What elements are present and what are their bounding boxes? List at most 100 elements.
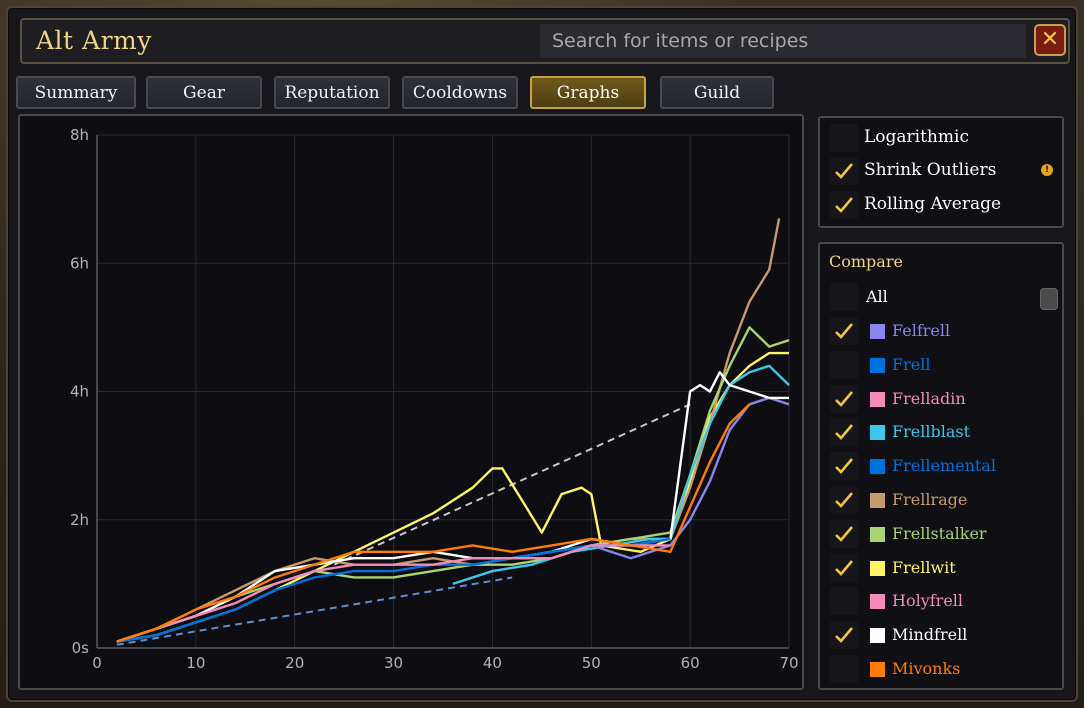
compare-alt-mindfrell[interactable]: Mindfrell: [830, 621, 1060, 651]
check-icon: [835, 458, 853, 475]
compare-panel: Compare All Felfrell Frell Frelladin Frellb…: [818, 242, 1064, 690]
color-swatch: [870, 425, 885, 441]
option-label: Rolling Average: [864, 194, 1002, 214]
tab-reputation[interactable]: Reputation: [274, 76, 390, 109]
options-panel: Logarithmic Shrink Outliers ! Rolling Av…: [818, 116, 1064, 228]
check-icon: [835, 559, 853, 576]
x-tick-label: 60: [681, 654, 700, 672]
option-label: Shrink Outliers: [864, 160, 997, 180]
alt-checkbox[interactable]: [830, 655, 858, 683]
series-line-frellstalker: [116, 326, 790, 643]
series-line-frellrage: [116, 218, 781, 643]
compare-alt-holyfrell[interactable]: Holyfrell: [830, 587, 1060, 617]
x-tick-label: 10: [186, 654, 205, 672]
series-line-mindfrell: [116, 371, 789, 643]
series-line-frelladin: [116, 544, 671, 643]
color-swatch: [870, 459, 885, 475]
tab-summary[interactable]: Summary: [16, 76, 136, 109]
tab-gear[interactable]: Gear: [146, 76, 262, 109]
check-icon: [835, 424, 853, 441]
rolling-average-checkbox[interactable]: [830, 191, 858, 219]
color-swatch: [870, 628, 885, 644]
series-line-frellemental: [116, 537, 671, 643]
x-tick-label: 30: [384, 654, 403, 672]
color-swatch: [870, 493, 885, 508]
color-swatch: [870, 526, 885, 542]
compare-alt-felfrell[interactable]: Felfrell: [830, 317, 1060, 347]
alt-checkbox[interactable]: [830, 317, 858, 345]
x-tick-label: 70: [779, 654, 798, 672]
color-swatch: [870, 357, 885, 373]
compare-alt-frellstalker[interactable]: Frellstalker: [830, 519, 1060, 550]
alt-checkbox[interactable]: [830, 486, 858, 514]
check-icon: [835, 525, 853, 542]
series-line-mivonks: [116, 403, 751, 643]
color-swatch: [870, 594, 885, 610]
all-label: All: [866, 287, 888, 306]
search-input[interactable]: [540, 24, 1026, 58]
compare-alt-frell[interactable]: Frell: [830, 350, 1060, 381]
alt-checkbox[interactable]: [830, 553, 858, 582]
x-tick-label: 50: [582, 654, 601, 672]
alt-name: Frellstalker: [892, 523, 987, 543]
title-bar: Alt Army ✕: [20, 18, 1070, 64]
option-shrink-outliers[interactable]: Shrink Outliers !: [830, 157, 1060, 187]
all-checkbox[interactable]: [830, 283, 858, 311]
alt-checkbox[interactable]: [830, 350, 858, 379]
series-lines: [116, 218, 790, 646]
close-icon: ✕: [1040, 27, 1060, 52]
logarithmic-checkbox[interactable]: [830, 124, 858, 152]
graph-panel: 0 10 20 30 40 50 60 70 0s 2h 4h 6h 8h: [18, 114, 804, 690]
compare-alt-frellblast[interactable]: Frellblast: [830, 418, 1060, 448]
compare-alt-frellrage[interactable]: Frellrage: [830, 486, 1060, 516]
check-icon: [835, 323, 853, 339]
window-title: Alt Army: [36, 26, 152, 55]
shrink-outliers-checkbox[interactable]: [830, 157, 858, 185]
check-icon: [835, 390, 853, 407]
series-line-felfrell: [512, 396, 790, 560]
tab-guild[interactable]: Guild: [660, 76, 774, 109]
y-tick-label: 8h: [70, 126, 89, 144]
color-swatch: [870, 324, 885, 339]
scrollbar-thumb[interactable]: [1040, 288, 1058, 310]
close-button[interactable]: ✕: [1034, 24, 1066, 56]
y-tick-label: 0s: [72, 639, 90, 657]
alt-checkbox[interactable]: [830, 587, 858, 616]
y-tick-label: 6h: [70, 254, 89, 272]
alt-name: Frellemental: [892, 456, 996, 476]
option-label: Logarithmic: [864, 127, 969, 147]
compare-alt-frelladin[interactable]: Frelladin: [830, 384, 1060, 415]
alt-name: Frellwit: [892, 557, 956, 577]
check-icon: [835, 492, 853, 508]
alt-checkbox[interactable]: [830, 418, 858, 447]
grid: [96, 134, 790, 649]
color-swatch: [870, 560, 885, 576]
alt-name: Mivonks: [892, 659, 961, 678]
compare-alt-mivonks[interactable]: Mivonks: [830, 655, 1060, 685]
alt-checkbox[interactable]: [830, 452, 858, 481]
option-rolling-average[interactable]: Rolling Average: [830, 191, 1060, 221]
alt-checkbox[interactable]: [830, 384, 858, 413]
check-icon: [835, 197, 853, 213]
time-graph: 0 10 20 30 40 50 60 70 0s 2h 4h 6h 8h: [70, 126, 799, 672]
compare-title: Compare: [829, 252, 903, 271]
compare-alt-frellemental[interactable]: Frellemental: [830, 452, 1060, 482]
alt-name: Felfrell: [892, 321, 951, 340]
tab-graphs[interactable]: Graphs: [530, 76, 646, 109]
alt-name: Mindfrell: [892, 625, 968, 645]
tab-cooldowns[interactable]: Cooldowns: [402, 76, 518, 109]
alt-name: Frellrage: [892, 490, 968, 509]
compare-alt-frellwit[interactable]: Frellwit: [830, 553, 1060, 584]
alt-checkbox[interactable]: [830, 519, 858, 548]
dashed-trend-line: [116, 576, 513, 646]
warning-icon[interactable]: !: [1041, 164, 1053, 176]
y-tick-label: 2h: [70, 511, 89, 529]
x-tick-label: 20: [285, 654, 304, 672]
compare-all[interactable]: All: [830, 283, 1060, 313]
check-icon: [835, 627, 853, 644]
x-tick-label: 40: [483, 654, 502, 672]
option-logarithmic[interactable]: Logarithmic: [830, 124, 1060, 154]
alt-checkbox[interactable]: [830, 621, 858, 650]
color-swatch: [870, 391, 885, 407]
color-swatch: [870, 662, 885, 677]
